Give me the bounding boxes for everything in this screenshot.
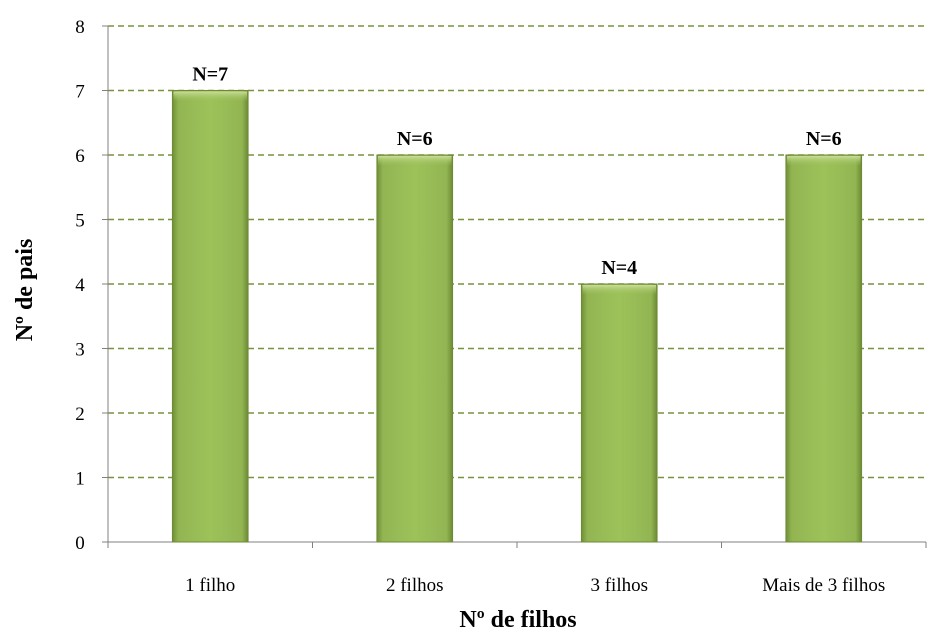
y-tick-label-4: 4 — [75, 275, 85, 296]
x-tick-label-4: Mais de 3 filhos — [762, 575, 885, 596]
y-tick-label-8: 8 — [75, 17, 85, 38]
y-axis-title: Nº de pais — [12, 239, 38, 342]
y-tick-label-7: 7 — [75, 82, 85, 103]
bar-highlight-4 — [786, 156, 861, 166]
y-tick-label-6: 6 — [75, 146, 85, 167]
y-tick-label-2: 2 — [75, 404, 85, 425]
y-tick-label-0: 0 — [75, 533, 85, 554]
bar-1 — [171, 90, 249, 543]
data-label-3: N=4 — [601, 257, 637, 279]
y-tick-label-3: 3 — [75, 340, 85, 361]
labels: N=7 1 filho N=6 2 filhos N=4 3 filhos N=6 Mais … — [185, 64, 885, 597]
data-label-1: N=7 — [192, 64, 228, 86]
y-tick-label-1: 1 — [75, 469, 85, 490]
x-axis-title: Nº de filhos — [459, 607, 576, 633]
x-tick-label-1: 1 filho — [185, 575, 235, 596]
bar-4 — [785, 154, 863, 543]
x-tick-label-3: 3 filhos — [590, 575, 648, 596]
data-label-4: N=6 — [806, 128, 842, 150]
x-tick-label-2: 2 filhos — [386, 575, 444, 596]
data-label-2: N=6 — [397, 128, 433, 150]
bar-highlight-2 — [377, 156, 452, 166]
bar-2 — [376, 154, 454, 543]
bar-highlight-3 — [582, 285, 657, 295]
bars — [171, 90, 863, 543]
y-tick-label-5: 5 — [75, 211, 85, 232]
bar-3 — [580, 283, 658, 543]
bar-highlight-1 — [173, 91, 248, 102]
